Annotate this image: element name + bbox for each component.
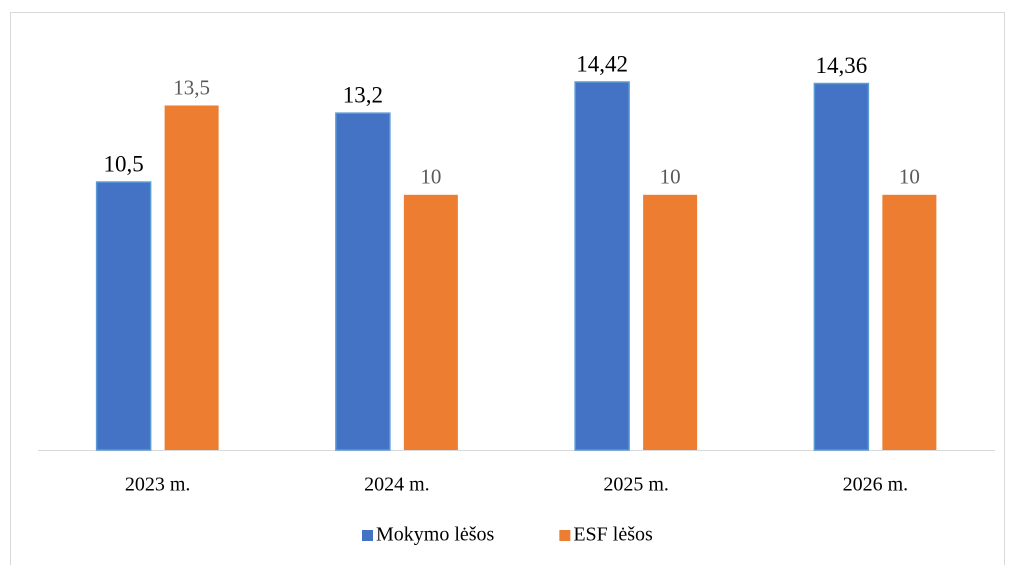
data-label: 10 — [899, 165, 920, 189]
data-label: 10,5 — [104, 151, 144, 176]
chart-frame — [10, 12, 1005, 570]
x-tick-label: 2025 m. — [603, 474, 669, 496]
bar — [574, 81, 630, 451]
x-tick-label: 2023 m. — [125, 474, 191, 496]
bar — [813, 82, 870, 451]
bar — [164, 105, 219, 450]
bar — [403, 194, 458, 450]
x-tick-label: 2026 m. — [843, 474, 909, 496]
data-label: 14,42 — [576, 51, 628, 76]
legend-swatch — [362, 530, 373, 541]
data-label: 13,2 — [343, 82, 383, 107]
legend-label: ESF lėšos — [573, 524, 653, 546]
bar — [643, 194, 698, 450]
data-label: 13,5 — [173, 75, 210, 99]
data-label: 10 — [660, 165, 681, 189]
bar — [882, 194, 937, 450]
bar — [95, 181, 152, 451]
x-tick-label: 2024 m. — [364, 474, 430, 496]
legend-swatch — [559, 530, 571, 541]
data-label: 14,36 — [816, 53, 868, 78]
bar — [335, 112, 391, 451]
legend-label: Mokymo lėšos — [376, 524, 495, 546]
data-label: 10 — [420, 165, 441, 189]
